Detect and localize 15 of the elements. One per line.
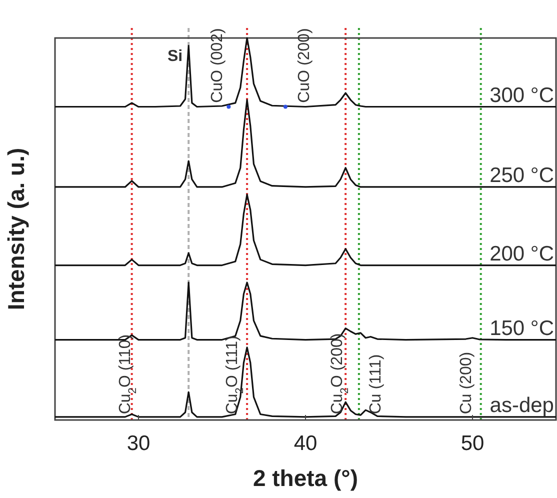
y-axis-title: Intensity (a. u.) (3, 148, 29, 310)
annotation: CuO (200) (296, 28, 313, 103)
annotation: Cu (200) (458, 352, 475, 414)
series-label: 150 °C (490, 316, 554, 340)
annotation: Cu (111) (368, 354, 385, 414)
annotation: Si (167, 48, 183, 65)
series-label: as-dep (490, 394, 554, 417)
x-tick-label: 50 (460, 432, 484, 455)
series-label: 200 °C (490, 242, 554, 266)
series-label: 250 °C (490, 164, 554, 187)
x-axis-title: 2 theta (°) (252, 465, 358, 491)
annotation: CuO (002) (209, 28, 226, 103)
series-label: 300 °C (490, 84, 554, 107)
x-tick-label: 40 (294, 432, 318, 455)
x-tick-label: 30 (126, 432, 150, 455)
